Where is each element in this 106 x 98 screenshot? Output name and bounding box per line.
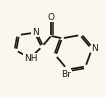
Text: Br: Br — [62, 70, 71, 79]
Text: NH: NH — [24, 54, 38, 63]
Text: N: N — [91, 44, 98, 53]
Text: O: O — [47, 13, 54, 22]
Text: N: N — [32, 28, 39, 37]
